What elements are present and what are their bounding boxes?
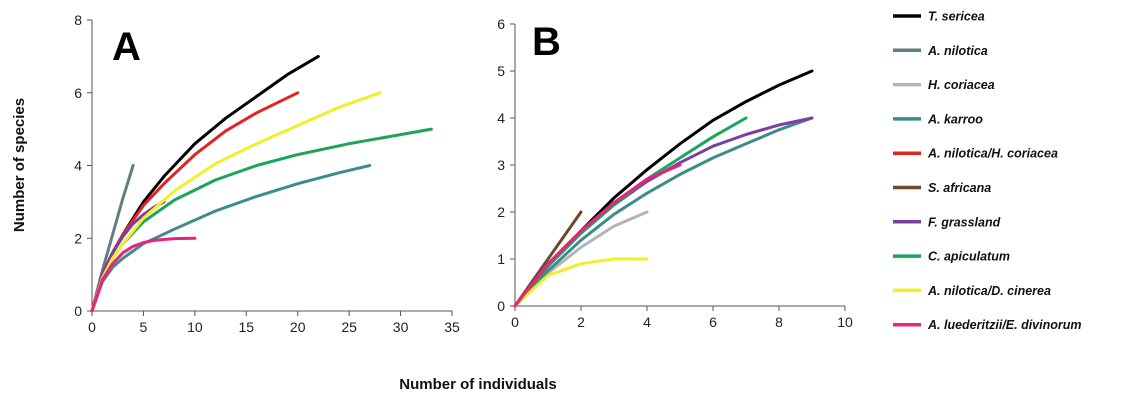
legend-label: S. africana bbox=[928, 181, 991, 195]
panel-b-x-tick-label: 2 bbox=[577, 314, 585, 330]
panel-b-letter: B bbox=[532, 20, 561, 64]
legend-label: A. nilotica/D. cinerea bbox=[927, 284, 1051, 298]
legend-label: H. coriacea bbox=[928, 78, 995, 92]
x-axis-title: Number of individuals bbox=[399, 376, 557, 393]
legend-item-s-africana: S. africana bbox=[893, 181, 991, 195]
legend-label: F. grassland bbox=[928, 215, 1001, 229]
legend-label: A. karroo bbox=[927, 112, 983, 126]
panel-a-series-a-nilotica-d-cinerea bbox=[90, 91, 382, 313]
panel-b: 0 1 2 3 4 5 6 0 2 4 6 8 10 bbox=[497, 16, 853, 330]
legend-label: A. luederitzii/E. divinorum bbox=[927, 318, 1082, 332]
legend-item-a-luederitzii-e-divinorum: A. luederitzii/E. divinorum bbox=[893, 318, 1082, 332]
panel-a-y-tick-label: 2 bbox=[74, 230, 82, 246]
panel-a-x-tick-label: 0 bbox=[88, 319, 96, 335]
panel-a-y-tick-label: 4 bbox=[74, 158, 82, 174]
panel-a-x-tick-label: 30 bbox=[393, 319, 409, 335]
legend: T. sericea A. nilotica H. coriacea A. karro… bbox=[893, 10, 1082, 332]
panel-b-x-tick-label: 6 bbox=[709, 314, 717, 330]
panel-a-y-tick-label: 8 bbox=[74, 12, 82, 28]
panel-b-series-a-karroo bbox=[513, 116, 814, 308]
legend-item-a-karroo: A. karroo bbox=[893, 112, 983, 126]
panel-a-series-f-grassland bbox=[90, 200, 166, 313]
legend-item-f-grassland: F. grassland bbox=[893, 215, 1001, 229]
legend-label: A. nilotica/H. coriacea bbox=[927, 147, 1058, 161]
panel-b-y-tick-label: 0 bbox=[497, 298, 505, 314]
panel-b-series-f-grassland bbox=[513, 116, 814, 308]
panel-a-series-a-karroo bbox=[90, 164, 372, 313]
panel-b-x-tick-label: 4 bbox=[643, 314, 651, 330]
panel-a-y-tick-label: 0 bbox=[74, 303, 82, 319]
legend-item-t-sericea: T. sericea bbox=[893, 10, 985, 24]
panel-b-x-tick-label: 8 bbox=[775, 314, 783, 330]
panel-a-letter: A bbox=[112, 25, 141, 69]
panel-b-series-a-nilotica-d-cinerea bbox=[513, 257, 649, 308]
panel-b-x-tick-label: 10 bbox=[837, 314, 853, 330]
legend-item-a-nilotica-d-cinerea: A. nilotica/D. cinerea bbox=[893, 284, 1051, 298]
panel-b-y-tick-label: 1 bbox=[497, 251, 505, 267]
panel-a-x-tick-label: 10 bbox=[187, 319, 203, 335]
y-axis-title: Number of species bbox=[11, 98, 28, 232]
panel-a-x-tick-label: 5 bbox=[140, 319, 148, 335]
panel-a-x-tick-label: 25 bbox=[341, 319, 357, 335]
panel-b-y-tick-label: 2 bbox=[497, 204, 505, 220]
panel-b-y-tick-label: 6 bbox=[497, 16, 505, 32]
panel-b-y-tick-label: 3 bbox=[497, 157, 505, 173]
legend-label: C. apiculatum bbox=[928, 250, 1010, 264]
panel-b-y-tick-label: 5 bbox=[497, 63, 505, 79]
legend-item-a-nilotica: A. nilotica bbox=[893, 44, 988, 58]
panel-a-x-tick-label: 20 bbox=[290, 319, 306, 335]
legend-item-h-coriacea: H. coriacea bbox=[893, 78, 995, 92]
legend-item-a-nilotica-h-coriacea: A. nilotica/H. coriacea bbox=[893, 147, 1058, 161]
panel-a-x-tick-label: 35 bbox=[444, 319, 460, 335]
panel-a-y-tick-label: 6 bbox=[74, 85, 82, 101]
legend-item-c-apiculatum: C. apiculatum bbox=[893, 250, 1010, 264]
legend-label: A. nilotica bbox=[927, 44, 988, 58]
panel-b-y-tick-label: 4 bbox=[497, 110, 505, 126]
panel-a: 0 2 4 6 8 0 5 10 15 20 25 30 35 bbox=[74, 12, 460, 335]
panel-b-series-a-luederitzii-e-divinorum bbox=[513, 163, 682, 308]
panel-a-series-a-luederitzii-e-divinorum bbox=[90, 236, 197, 313]
panel-a-x-tick-label: 15 bbox=[238, 319, 254, 335]
panel-b-x-tick-label: 0 bbox=[511, 314, 519, 330]
legend-label: T. sericea bbox=[928, 10, 985, 24]
